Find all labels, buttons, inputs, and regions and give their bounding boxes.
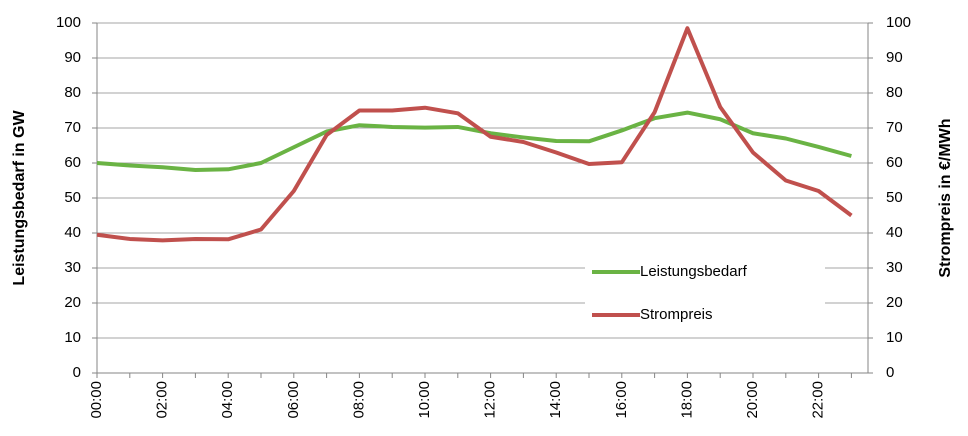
x-tick-label: 08:00	[350, 381, 367, 419]
x-tick-label: 02:00	[154, 381, 171, 419]
y2-tick-label: 10	[886, 329, 903, 346]
y-tick-label: 100	[56, 14, 81, 31]
x-tick-label: 06:00	[285, 381, 302, 419]
x-tick-label: 04:00	[219, 381, 236, 419]
y2-tick-label: 90	[886, 49, 903, 66]
y2-tick-label: 20	[886, 294, 903, 311]
y-tick-label: 80	[64, 84, 81, 101]
y2-tick-label: 100	[886, 14, 911, 31]
x-tick-label: 20:00	[744, 381, 761, 419]
series-line	[96, 110, 852, 172]
y-tick-label: 50	[64, 189, 81, 206]
y2-tick-label: 80	[886, 84, 903, 101]
x-tick-label: 12:00	[482, 381, 499, 419]
series-line	[96, 26, 853, 243]
y2-axis-title: Strompreis in €/MWh	[937, 118, 954, 277]
legend-box	[585, 255, 825, 335]
y-tick-label: 70	[64, 119, 81, 136]
y2-tick-label: 60	[886, 154, 903, 171]
x-tick-label: 22:00	[810, 381, 827, 419]
y-axis-title: Leistungsbedarf in GW	[11, 110, 28, 286]
y2-tick-label: 30	[886, 259, 903, 276]
y2-tick-label: 0	[886, 364, 894, 381]
x-tick-label: 16:00	[613, 381, 630, 419]
x-tick-label: 18:00	[678, 381, 695, 419]
y-tick-label: 10	[64, 329, 81, 346]
y2-tick-label: 40	[886, 224, 903, 241]
x-tick-label: 00:00	[88, 381, 105, 419]
y2-tick-label: 50	[886, 189, 903, 206]
legend-label: Leistungsbedarf	[640, 263, 748, 280]
y-tick-label: 30	[64, 259, 81, 276]
y2-tick-label: 70	[886, 119, 903, 136]
y-tick-label: 40	[64, 224, 81, 241]
legend-label: Strompreis	[640, 306, 713, 323]
y-tick-label: 60	[64, 154, 81, 171]
y-tick-label: 0	[73, 364, 81, 381]
x-tick-label: 10:00	[416, 381, 433, 419]
y-tick-label: 20	[64, 294, 81, 311]
y-tick-label: 90	[64, 49, 81, 66]
x-tick-label: 14:00	[547, 381, 564, 419]
